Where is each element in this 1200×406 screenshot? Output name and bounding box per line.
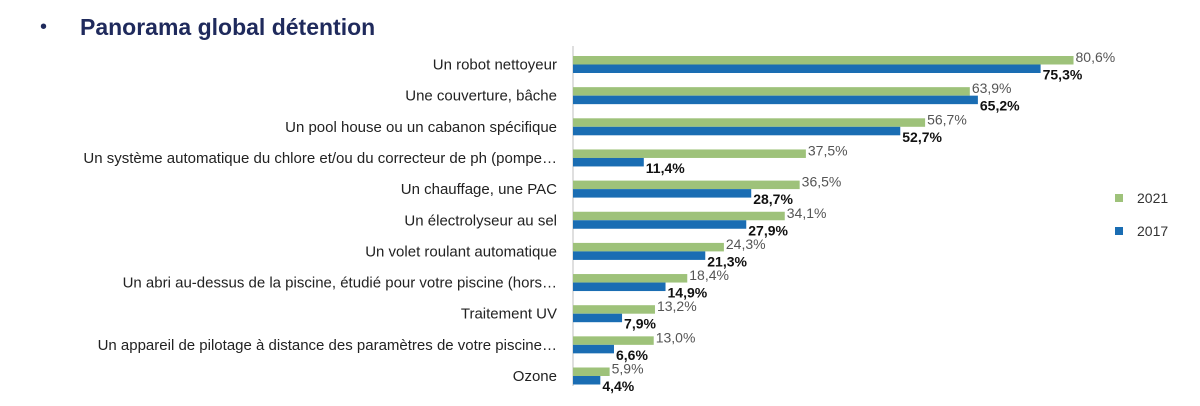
bar-2017	[573, 95, 978, 105]
bar-2021	[573, 87, 970, 96]
bar-2017	[573, 376, 601, 385]
data-label-2021: 13,2%	[657, 298, 697, 314]
category-label: Un volet roulant automatique	[365, 243, 557, 260]
data-label-2017: 14,9%	[668, 285, 708, 301]
bar-2017	[573, 313, 623, 323]
data-label-2017: 65,2%	[980, 98, 1020, 114]
bar-2017	[573, 189, 752, 198]
bar-2017	[573, 64, 1041, 73]
data-label-2017: 11,4%	[646, 160, 685, 176]
data-label-2017: 6,6%	[616, 347, 648, 363]
title-bullet: •	[40, 15, 48, 38]
data-label-2021: 63,9%	[972, 80, 1012, 96]
category-label: Une couverture, bâche	[405, 88, 557, 105]
data-label-2017: 4,4%	[602, 378, 634, 394]
bar-2021	[573, 149, 806, 158]
data-label-2021: 36,5%	[802, 174, 842, 190]
data-label-2021: 37,5%	[808, 142, 848, 158]
bar-2017	[573, 282, 666, 292]
bar-2021	[573, 274, 688, 283]
data-label-2021: 13,0%	[656, 329, 696, 345]
legend-label-2017: 2017	[1137, 223, 1168, 239]
legend-swatch-2017	[1115, 227, 1123, 235]
data-label-2021: 18,4%	[689, 267, 729, 283]
category-label: Un robot nettoyeur	[433, 57, 557, 74]
legend-swatch-2021	[1115, 194, 1123, 202]
bar-2021	[573, 367, 610, 376]
bar-2021	[573, 211, 785, 221]
bar-2021	[573, 180, 800, 190]
bar-2017	[573, 251, 706, 260]
data-label-2017: 28,7%	[753, 191, 793, 207]
category-label: Un appareil de pilotage à distance des p…	[98, 337, 557, 354]
data-label-2017: 27,9%	[748, 222, 788, 238]
bar-2017	[573, 344, 614, 354]
bar-2021	[573, 56, 1074, 65]
category-label: Ozone	[513, 368, 557, 385]
data-label-2017: 75,3%	[1043, 67, 1083, 83]
data-label-2021: 5,9%	[612, 361, 644, 377]
data-label-2017: 21,3%	[707, 253, 747, 269]
bar-2021	[573, 242, 724, 252]
data-label-2021: 80,6%	[1076, 49, 1116, 65]
data-label-2017: 7,9%	[624, 316, 656, 332]
data-label-2021: 24,3%	[726, 236, 766, 252]
data-label-2021: 56,7%	[927, 111, 967, 127]
bar-2017	[573, 126, 901, 136]
category-label: Un électrolyseur au sel	[404, 212, 557, 229]
category-label: Un système automatique du chlore et/ou d…	[83, 150, 557, 167]
category-label: Un chauffage, une PAC	[401, 181, 557, 198]
bar-2021	[573, 305, 655, 314]
category-label: Traitement UV	[461, 306, 557, 323]
category-label: Un pool house ou un cabanon spécifique	[285, 119, 557, 136]
page-title: Panorama global détention	[80, 13, 376, 40]
title-row: • Panorama global détention	[40, 10, 375, 44]
data-label-2021: 34,1%	[787, 205, 827, 221]
data-label-2017: 52,7%	[902, 129, 942, 145]
legend-label-2021: 2021	[1137, 190, 1168, 206]
bar-2021	[573, 336, 654, 345]
bar-2021	[573, 118, 926, 127]
category-label: Un abri au-dessus de la piscine, étudié …	[123, 275, 557, 292]
bar-2017	[573, 157, 644, 167]
bar-2017	[573, 220, 747, 229]
